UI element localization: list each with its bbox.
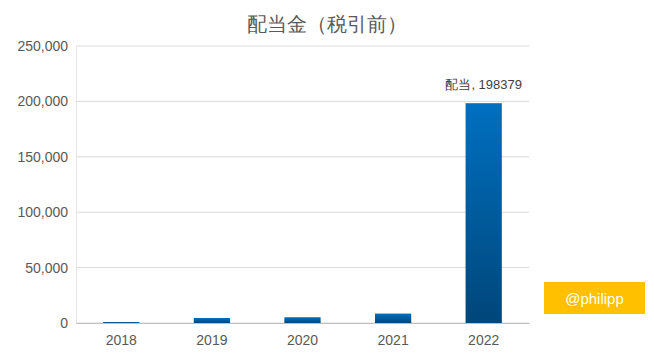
y-axis: 0 50,000 100,000 150,000 200,000 250,000 [17,38,76,331]
y-tick-label: 250,000 [17,38,68,54]
y-tick: 100,000 [17,204,76,220]
y-tick: 50,000 [25,260,76,276]
bar [284,317,320,323]
y-tick-label: 200,000 [17,93,68,109]
x-tick-label: 2021 [378,332,409,348]
chart: 配当金（税引前） 0 50,000 100,000 150,000 200,000 250,… [0,0,654,357]
x-tick: 2022 [468,323,499,348]
grid-line [76,46,529,47]
y-tick: 0 [60,315,76,331]
grid [76,46,529,323]
x-tick-label: 2018 [106,332,137,348]
plot-area: 050,000100,000150,000200,000250,00020182… [17,38,529,348]
x-tick: 2018 [106,323,137,348]
watermark-box [544,282,645,314]
watermark: @philipp [544,282,645,314]
data-labels: 配当, 198379 [445,77,522,92]
bar [103,322,139,323]
grid-line [76,267,529,268]
data-label: 配当, 198379 [445,77,522,92]
x-axis-line [77,323,530,324]
x-tick: 2020 [287,323,318,348]
watermark-text: @philipp [565,290,624,307]
bar [466,103,502,323]
x-tick: 2019 [196,323,227,348]
y-tick-label: 0 [60,315,68,331]
bar [375,314,411,323]
chart-title: 配当金（税引前） [247,13,407,35]
y-tick: 250,000 [17,38,76,54]
x-tick-label: 2022 [468,332,499,348]
grid-line [76,101,529,102]
bar [194,318,230,323]
y-axis-line [76,47,77,324]
y-tick-label: 100,000 [17,204,68,220]
x-axis: 2018 2019 2020 2021 2022 [77,323,530,348]
x-tick-label: 2019 [196,332,227,348]
grid-line [76,156,529,157]
y-tick-label: 50,000 [25,260,68,276]
y-tick: 150,000 [17,149,76,165]
bars [103,103,502,323]
y-tick: 200,000 [17,93,76,109]
y-tick-label: 150,000 [17,149,68,165]
grid-line [76,212,529,213]
x-tick-label: 2020 [287,332,318,348]
x-tick: 2021 [378,323,409,348]
